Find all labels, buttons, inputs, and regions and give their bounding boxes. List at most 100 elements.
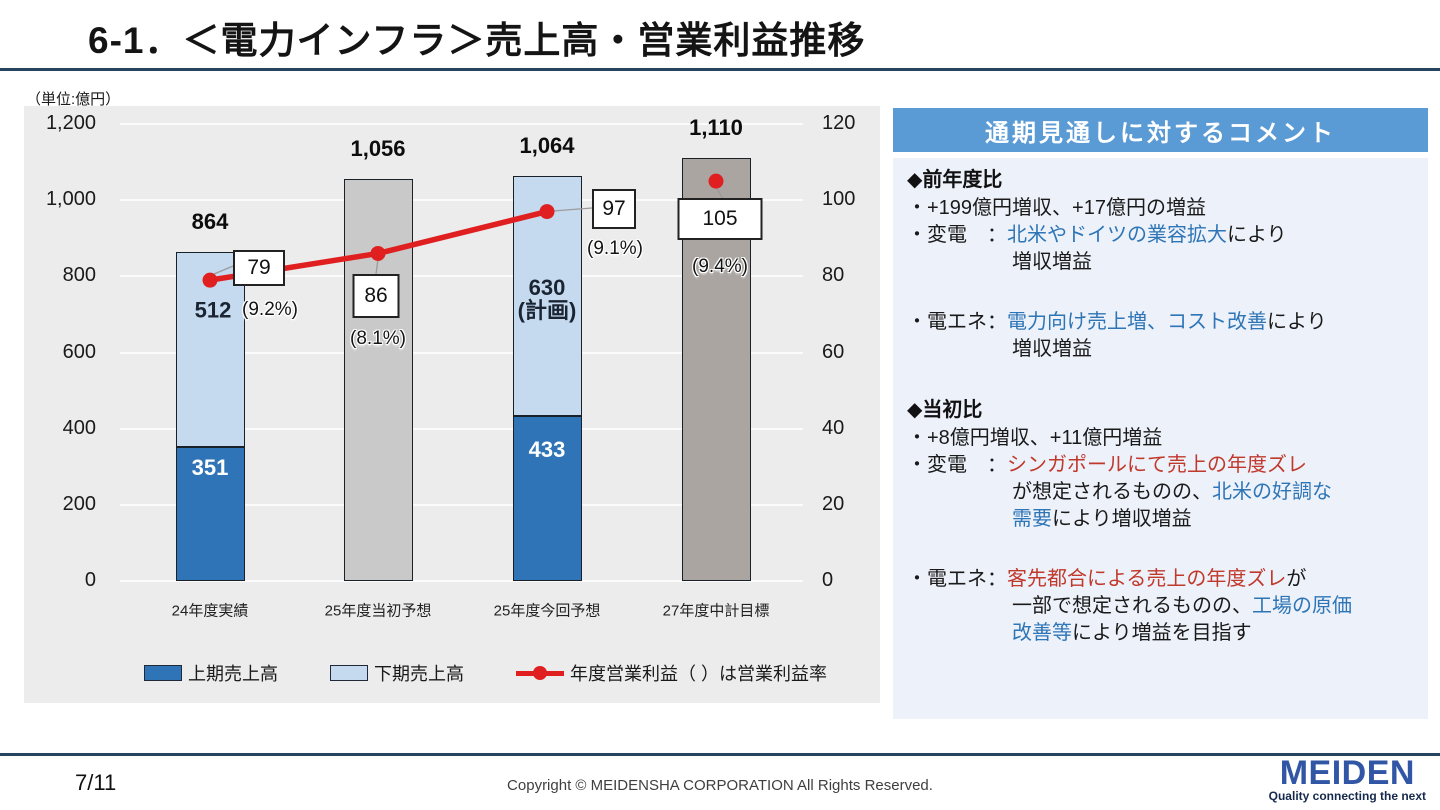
right-axis-tick: 120 [822,112,856,134]
bar-second-half-label: 630 (計画) [518,276,577,322]
comment-segment: 工場の原価 [1252,595,1352,617]
profit-rate-label: (9.4%) [692,256,748,277]
page-number: 7/11 [75,770,117,795]
legend-line-marker [516,665,564,681]
chart-legend: 上期売上高 下期売上高 年度営業利益（ ）は営業利益率 [144,660,827,686]
profit-value-box: 79 [233,250,285,286]
title-divider [0,68,1440,71]
legend-dot [533,665,547,680]
comment-gap [907,363,1428,396]
comment-heading: ◆当初比 [907,399,983,421]
legend-label: 上期売上高 [188,664,278,684]
comment-segment: 改善等 [1012,622,1072,644]
comment-gap [907,276,1428,309]
comment-segment: 増収増益 [1012,338,1092,360]
plan-suffix: (計画) [517,298,577,323]
revenue-profit-chart: 0 0 200 20 400 40 600 60 800 80 1,000 100 1,200 120 86… [24,106,880,703]
bar-first-half-label: 433 [528,437,566,462]
meiden-logo: MEIDEN Quality connecting the next [1268,754,1426,803]
comment-segment: が想定されるものの、 [1012,481,1212,503]
comments-panel-body: ◆前年度比 ・+199億円増収、+17億円の増益 ・変電 ：北米やドイツの業容拡大に… [893,158,1428,719]
left-axis-tick: 400 [62,416,96,439]
legend-swatch [330,665,368,681]
legend-item: 下期売上高 [330,660,464,686]
right-axis-tick: 40 [822,416,845,439]
comment-segment: 需要 [1012,508,1052,530]
comment-segment: ・変電 ： [907,224,1007,246]
logo-tagline: Quality connecting the next [1268,789,1426,803]
comment-line: 増収増益 [907,336,1428,363]
legend-item: 年度営業利益（ ）は営業利益率 [516,660,827,686]
bar-total-label: 1,110 [689,115,743,141]
comment-segment: ・+8億円増収、+11億円増益 [907,427,1163,449]
comment-segment: ・変電 ： [907,454,1007,476]
comment-line: ・電エネ：電力向け売上増、コスト改善により [907,309,1428,336]
category-label: 24年度実績 [171,602,249,620]
comment-line: ・+199億円増収、+17億円の増益 [907,195,1428,222]
left-axis-tick: 600 [62,340,96,363]
legend-label: 下期売上高 [374,664,464,684]
profit-value-box: 105 [677,198,763,240]
left-axis-tick: 1,200 [45,112,96,134]
comment-line: 増収増益 [907,249,1428,276]
gridline [120,427,803,430]
profit-value-box: 97 [592,189,636,229]
left-axis-tick: 200 [62,492,96,515]
bar-first-half [175,447,245,581]
comment-segment: 増収増益 [1012,251,1092,273]
comment-segment: により [1267,311,1327,333]
comment-line: 改善等により増益を目指す [907,620,1428,647]
comment-segment: により増収増益 [1052,508,1192,530]
comment-segment: 北米の好調な [1212,481,1332,503]
comment-segment: ・電エネ： [907,568,1007,590]
plan-value: 630 [528,275,566,300]
bar-second-half-label: 512 [194,297,232,323]
legend-label: 年度営業利益（ ）は営業利益率 [570,664,827,684]
comments-panel-header: 通期見通しに対するコメント [893,108,1428,152]
right-axis-tick: 0 [822,569,834,591]
bar-total-label: 864 [191,208,229,234]
comment-segment: 電力向け売上増、コスト改善 [1007,311,1267,333]
comment-segment: 客先都合による売上の年度ズレ [1007,568,1287,590]
profit-rate-label: (9.2%) [242,299,298,320]
comment-line: が想定されるものの、北米の好調な [907,479,1428,506]
right-axis-tick: 60 [822,340,845,363]
bar-total-label: 1,056 [350,135,406,161]
comment-segment: 北米やドイツの業容拡大 [1007,224,1227,246]
comment-segment: により [1227,224,1287,246]
legend-item: 上期売上高 [144,660,278,686]
comment-heading: ◆前年度比 [907,169,1003,191]
category-label: 25年度当初予想 [324,602,432,620]
gridline [120,580,803,582]
comment-line: ・+8億円増収、+11億円増益 [907,425,1428,452]
page-title: 6-1．＜電力インフラ＞売上高・営業利益推移 [88,20,866,61]
comment-line: ・変電 ：シンガポールにて売上の年度ズレ [907,452,1428,479]
comment-gap [907,533,1428,566]
footer-divider [0,753,1440,756]
category-label: 25年度今回予想 [493,602,601,620]
comment-segment: により増益を目指す [1072,622,1252,644]
gridline [120,123,803,125]
left-axis-tick: 800 [62,264,96,287]
comment-line: 需要により増収増益 [907,506,1428,533]
comment-line: ・電エネ：客先都合による売上の年度ズレが [907,566,1428,593]
comment-segment: シンガポールにて売上の年度ズレ [1007,454,1307,476]
comment-line: ・変電 ：北米やドイツの業容拡大により [907,222,1428,249]
comment-line: 一部で想定されるものの、工場の原価 [907,593,1428,620]
bar-total-label: 1,064 [519,132,575,158]
right-axis-tick: 100 [822,188,856,211]
left-axis-tick: 1,000 [45,188,96,211]
profit-rate-label: (8.1%) [350,328,406,349]
bar-first-half [512,416,582,581]
gridline [120,351,803,354]
logo-wordmark: MEIDEN [1279,754,1415,792]
copyright-text: Copyright © MEIDENSHA CORPORATION All Ri… [507,777,933,794]
comment-segment: ・+199億円増収、+17億円の増益 [907,197,1206,219]
right-axis-tick: 20 [822,492,845,515]
category-label: 27年度中計目標 [662,602,770,620]
comment-segment: が [1286,568,1307,590]
comment-segment: 一部で想定されるものの、 [1012,595,1252,617]
right-axis-tick: 80 [822,264,845,287]
bar-first-half-label: 351 [191,455,229,480]
